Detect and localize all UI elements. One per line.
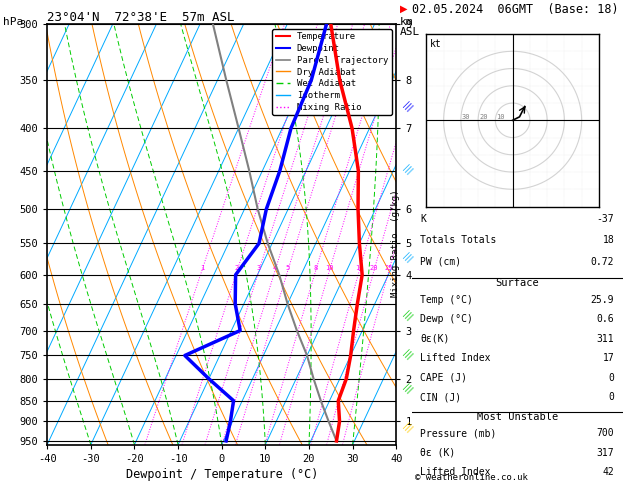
Text: 311: 311 xyxy=(597,333,615,344)
Text: |||: ||| xyxy=(401,310,414,322)
Text: Temp (°C): Temp (°C) xyxy=(420,295,473,305)
Text: 0: 0 xyxy=(608,373,615,382)
Text: 18: 18 xyxy=(603,235,615,245)
Text: 10: 10 xyxy=(496,114,504,120)
Legend: Temperature, Dewpoint, Parcel Trajectory, Dry Adiabat, Wet Adiabat, Isotherm, Mi: Temperature, Dewpoint, Parcel Trajectory… xyxy=(272,29,392,115)
Text: PW (cm): PW (cm) xyxy=(420,257,462,267)
Text: kt: kt xyxy=(430,39,442,49)
Text: 0.72: 0.72 xyxy=(591,257,615,267)
Text: 20: 20 xyxy=(370,265,378,271)
Text: Totals Totals: Totals Totals xyxy=(420,235,497,245)
Text: Mixing Ratio  (g/kg): Mixing Ratio (g/kg) xyxy=(391,189,400,297)
Text: 1: 1 xyxy=(199,265,204,271)
Text: 3: 3 xyxy=(257,265,261,271)
Text: 2: 2 xyxy=(235,265,239,271)
Text: 5: 5 xyxy=(286,265,290,271)
Text: 30: 30 xyxy=(462,114,470,120)
Text: -37: -37 xyxy=(597,214,615,224)
Text: 25: 25 xyxy=(384,265,393,271)
Text: 700: 700 xyxy=(597,428,615,438)
Text: 0: 0 xyxy=(608,392,615,402)
Text: |||: ||| xyxy=(401,348,414,361)
Text: Lifted Index: Lifted Index xyxy=(420,353,491,363)
Text: 25.9: 25.9 xyxy=(591,295,615,305)
Text: 4: 4 xyxy=(273,265,277,271)
Text: 17: 17 xyxy=(603,353,615,363)
Text: Pressure (mb): Pressure (mb) xyxy=(420,428,497,438)
Text: |||: ||| xyxy=(401,164,414,176)
Text: CIN (J): CIN (J) xyxy=(420,392,462,402)
Text: K: K xyxy=(420,214,426,224)
Text: 317: 317 xyxy=(597,448,615,458)
Text: θε (K): θε (K) xyxy=(420,448,455,458)
Text: 16: 16 xyxy=(355,265,364,271)
Text: |||: ||| xyxy=(401,101,414,113)
Text: Lifted Index: Lifted Index xyxy=(420,467,491,477)
Text: hPa: hPa xyxy=(3,17,23,27)
Text: km: km xyxy=(399,17,413,27)
Text: 0.6: 0.6 xyxy=(597,314,615,324)
Text: |||: ||| xyxy=(401,382,414,395)
Text: 10: 10 xyxy=(325,265,333,271)
Text: 8: 8 xyxy=(314,265,318,271)
Text: θε(K): θε(K) xyxy=(420,333,450,344)
Text: Dewp (°C): Dewp (°C) xyxy=(420,314,473,324)
Text: Surface: Surface xyxy=(496,278,539,288)
Text: |||: ||| xyxy=(401,251,414,264)
Text: © weatheronline.co.uk: © weatheronline.co.uk xyxy=(415,473,528,482)
Text: 42: 42 xyxy=(603,467,615,477)
Text: CAPE (J): CAPE (J) xyxy=(420,373,467,382)
Text: Most Unstable: Most Unstable xyxy=(477,412,558,421)
Text: ▶: ▶ xyxy=(400,3,408,14)
Text: |||: ||| xyxy=(401,421,414,434)
Text: 20: 20 xyxy=(479,114,487,120)
Text: 23°04'N  72°38'E  57m ASL: 23°04'N 72°38'E 57m ASL xyxy=(47,11,235,24)
Text: ASL: ASL xyxy=(399,27,420,37)
X-axis label: Dewpoint / Temperature (°C): Dewpoint / Temperature (°C) xyxy=(126,468,318,481)
Text: 02.05.2024  06GMT  (Base: 18): 02.05.2024 06GMT (Base: 18) xyxy=(412,3,618,17)
